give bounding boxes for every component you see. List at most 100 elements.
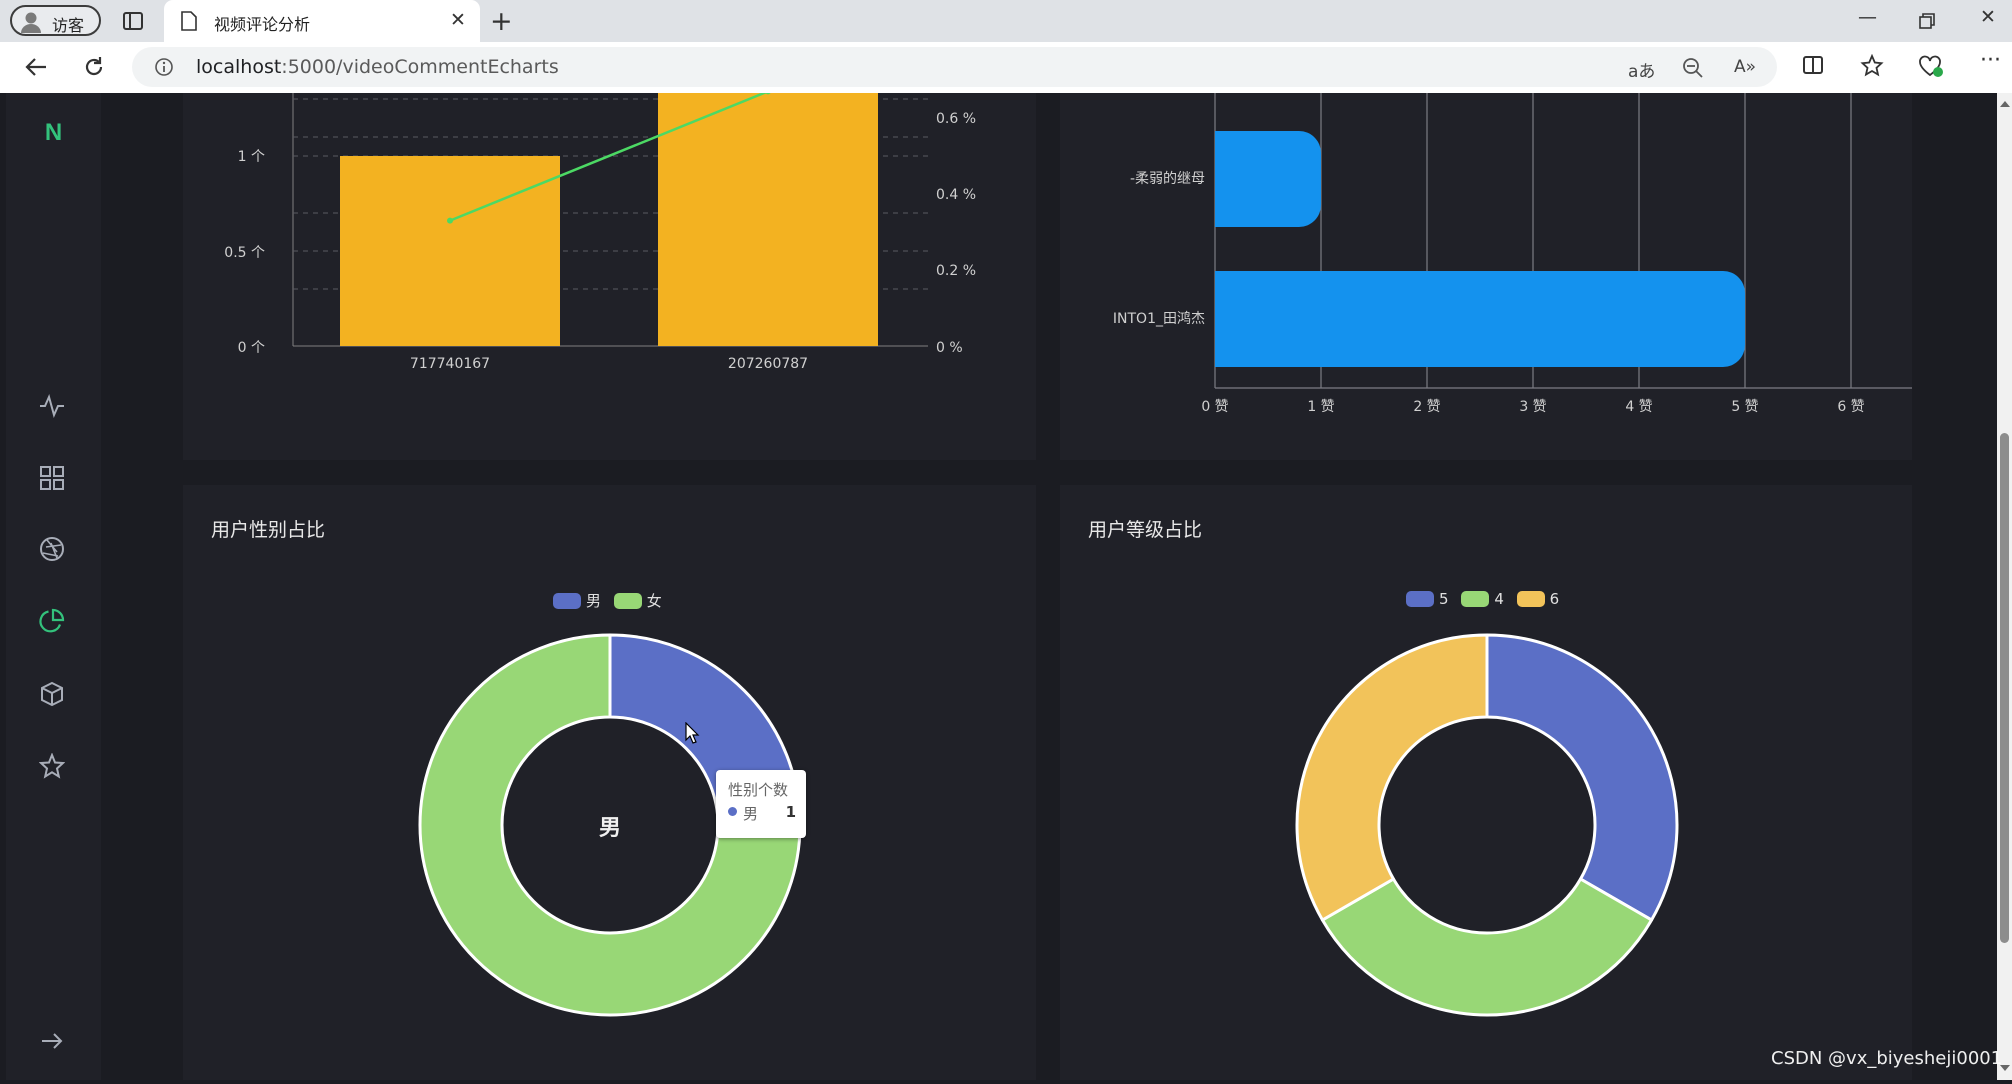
app-logo: N xyxy=(44,119,63,146)
address-bar-row: localhost:5000/videoCommentEcharts aあ A»… xyxy=(0,42,2012,93)
x-tick-label: 1 赞 xyxy=(1307,399,1334,415)
favorites-icon[interactable] xyxy=(1860,54,1884,78)
gender-donut-chart: 男 xyxy=(418,633,802,1017)
legend-item[interactable]: 4 xyxy=(1461,590,1504,608)
site-info-icon[interactable] xyxy=(154,57,174,77)
scrollbar-thumb[interactable] xyxy=(2000,433,2009,943)
tooltip-title: 性别个数 xyxy=(728,781,789,799)
gender-chart-title: 用户性别占比 xyxy=(211,519,326,541)
donut-slice xyxy=(1295,633,1489,922)
watermark-text: CSDN @vx_biyesheji0001 xyxy=(1771,1048,2003,1069)
split-screen-icon[interactable] xyxy=(1802,54,1824,76)
close-window-icon[interactable]: ✕ xyxy=(1980,6,1996,28)
translate-icon[interactable]: aあ xyxy=(1628,62,1656,82)
level-donut-chart xyxy=(1295,633,1679,1017)
read-aloud-icon[interactable]: A» xyxy=(1734,57,1757,77)
bar-line-chart: 0 个 0.5 个 1 个 0 % 0.2 % 0.4 % 0.6 % 7177… xyxy=(224,61,976,372)
rate-line-point xyxy=(447,217,453,224)
legend-item[interactable]: 6 xyxy=(1516,590,1560,608)
bar xyxy=(340,156,560,346)
pie-chart-icon[interactable] xyxy=(39,608,65,634)
profile-icon xyxy=(21,12,41,33)
box-icon[interactable] xyxy=(39,681,65,707)
new-tab-icon[interactable]: + xyxy=(490,6,513,37)
scroll-up-icon[interactable] xyxy=(1999,99,2011,109)
browser-tab-strip: 访客 视频评论分析 ✕ + — ✕ xyxy=(0,0,2012,42)
x-tick-label: 6 赞 xyxy=(1837,399,1864,415)
left-tick-label: 0.5 个 xyxy=(224,245,265,261)
tooltip-marker xyxy=(728,807,737,816)
close-tab-icon[interactable]: ✕ xyxy=(450,9,466,31)
url-host: localhost xyxy=(196,56,282,78)
user-likes-chart-panel: -柔弱的继母 INTO1_田鸿杰 0 赞 1 赞 2 赞 3 赞 4 赞 5 赞… xyxy=(1060,93,2012,460)
legend-item[interactable]: 男 xyxy=(553,590,601,611)
legend-label: 男 xyxy=(586,592,602,610)
url-text: localhost:5000/videoCommentEcharts xyxy=(196,56,559,78)
legend-item[interactable]: 女 xyxy=(613,590,662,611)
level-legend: 5 4 6 xyxy=(1406,590,1567,610)
rate-line-series xyxy=(449,90,769,222)
gender-chart-panel: 用户性别占比 男 女 男 性别个数 男 1 xyxy=(183,485,1036,1080)
aperture-icon[interactable] xyxy=(39,536,65,562)
mouse-cursor-icon xyxy=(685,722,700,744)
bar-series xyxy=(340,61,878,346)
donut-slices xyxy=(1295,633,1679,1017)
profile-label: 访客 xyxy=(52,16,85,35)
legend-swatch xyxy=(1406,591,1434,607)
legend-label: 女 xyxy=(646,592,662,610)
chart-tooltip: 性别个数 男 1 xyxy=(716,770,806,838)
donut-slice xyxy=(418,633,802,1017)
browser-tab[interactable]: 视频评论分析 ✕ xyxy=(164,0,480,42)
x-tick-label: 3 赞 xyxy=(1519,399,1546,415)
left-tick-label: 1 个 xyxy=(238,149,265,165)
browser-essentials-icon[interactable] xyxy=(1918,54,1944,78)
arrow-right-icon[interactable] xyxy=(39,1029,65,1053)
video-like-chart-panel: 0 个 0.5 个 1 个 0 % 0.2 % 0.4 % 0.6 % 7177… xyxy=(183,61,1036,460)
gender-legend: 男 女 xyxy=(553,590,670,610)
x-tick-label: 2 赞 xyxy=(1413,399,1440,415)
tooltip-series: 男 xyxy=(743,805,759,823)
x-tick-label: 5 赞 xyxy=(1731,399,1758,415)
like-bar xyxy=(1215,271,1745,367)
url-field[interactable]: localhost:5000/videoCommentEcharts aあ A» xyxy=(132,47,1777,87)
reload-icon[interactable] xyxy=(82,55,106,79)
right-tick-label: 0.2 % xyxy=(936,263,976,279)
profile-button[interactable]: 访客 xyxy=(10,5,101,36)
tooltip-value: 1 xyxy=(785,803,796,821)
donut-slice xyxy=(1485,633,1679,922)
left-tick-label: 0 个 xyxy=(238,340,265,356)
x-category-label: 717740167 xyxy=(410,356,490,372)
zoom-out-icon[interactable] xyxy=(1682,57,1704,79)
grid-icon[interactable] xyxy=(39,465,65,491)
legend-swatch xyxy=(1461,591,1490,607)
page-icon xyxy=(181,11,197,31)
like-bar xyxy=(1215,131,1321,227)
more-menu-icon[interactable]: ··· xyxy=(1980,48,2001,73)
legend-swatch xyxy=(613,593,642,609)
star-icon[interactable] xyxy=(39,753,65,779)
page-content: N xyxy=(0,61,2012,1080)
legend-swatch xyxy=(1516,591,1545,607)
url-path: :5000/videoCommentEcharts xyxy=(281,56,559,78)
scroll-down-icon[interactable] xyxy=(1999,1063,2011,1073)
legend-item[interactable]: 5 xyxy=(1406,590,1449,608)
right-tick-label: 0.4 % xyxy=(936,187,976,203)
legend-swatch xyxy=(553,593,581,609)
legend-label: 5 xyxy=(1439,590,1449,608)
tab-actions-icon[interactable] xyxy=(122,10,144,32)
level-chart-title: 用户等级占比 xyxy=(1088,519,1203,541)
level-chart-panel: 用户等级占比 5 4 6 xyxy=(1060,485,1912,1080)
y-category-label: INTO1_田鸿杰 xyxy=(1113,310,1205,327)
legend-label: 6 xyxy=(1549,590,1560,608)
legend-label: 4 xyxy=(1494,590,1504,608)
horizontal-bar-chart: -柔弱的继母 INTO1_田鸿杰 0 赞 1 赞 2 赞 3 赞 4 赞 5 赞… xyxy=(1113,93,2012,415)
minimize-icon[interactable]: — xyxy=(1858,6,1877,28)
donut-center-label: 男 xyxy=(599,816,621,841)
back-icon[interactable] xyxy=(24,55,50,79)
activity-icon[interactable] xyxy=(39,393,65,419)
donut-slice xyxy=(1320,877,1654,1017)
right-tick-label: 0 % xyxy=(936,340,963,356)
restore-icon[interactable] xyxy=(1918,12,1936,30)
bar xyxy=(658,61,878,346)
x-tick-label: 4 赞 xyxy=(1625,399,1652,415)
